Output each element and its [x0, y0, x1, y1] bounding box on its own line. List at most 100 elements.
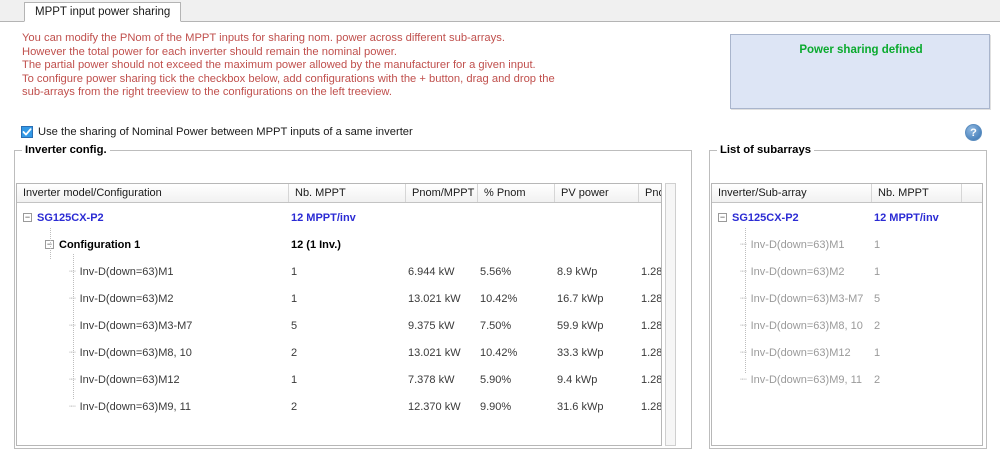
row-name-cell: ┈ Inv-D(down=63)M12 [69, 366, 329, 393]
row-nb_mppt-cell: 1 [874, 238, 881, 251]
inverter-config-scrollbar[interactable] [665, 183, 676, 446]
subarrays-header-row: Inverter/Sub-array Nb. MPPT [712, 184, 982, 203]
row-name-cell: − SG125CX-P2 [718, 204, 868, 231]
row-nb_mppt-cell: 1 [291, 292, 298, 305]
inverter-config-tree[interactable]: Inverter model/Configuration Nb. MPPT Pn… [16, 183, 662, 446]
column-header-inverter-subarray[interactable]: Inverter/Sub-array [712, 184, 872, 202]
row-pnom_mppt-cell: 6.944 kW [408, 265, 455, 278]
row-label: Configuration 1 [59, 238, 141, 251]
row-pnom_mppt-cell: 13.021 kW [408, 292, 461, 305]
column-header-pct-pnom[interactable]: % Pnom [478, 184, 555, 202]
table-row[interactable]: ┈ Inv-D(down=63)M1 1 6.944 kW 5.56% 8.9 kWp 1.… [17, 258, 661, 285]
tree-branch-icon: ┈ [740, 374, 747, 386]
table-row[interactable]: ┈ Inv-D(down=63)M2 1 13.021 kW 10.42% 16.7 kW… [17, 285, 661, 312]
row-nb_mppt-cell: 1 [874, 265, 881, 278]
use-sharing-row[interactable]: Use the sharing of Nominal Power between… [21, 126, 413, 138]
row-pnom_mppt-cell: 7.378 kW [408, 373, 455, 386]
tree-branch-icon: ┈ [740, 266, 747, 278]
row-label: Inv-D(down=63)M3-M7 [79, 319, 193, 332]
collapse-node-icon[interactable]: − [718, 212, 727, 222]
column-header-nb-mppt[interactable]: Nb. MPPT [289, 184, 406, 202]
tree-branch-icon: ┈ [740, 320, 747, 332]
column-header-pnom-ratio[interactable]: Pnom ratio [639, 184, 661, 202]
row-label: Inv-D(down=63)M8, 10 [750, 319, 863, 332]
row-pnom_mppt-cell: 12.370 kW [408, 400, 461, 413]
description-text: You can modify the PNom of the MPPT inpu… [22, 32, 555, 99]
row-label: Inv-D(down=63)M12 [79, 373, 180, 386]
row-pct_pnom-cell: 9.90% [480, 400, 512, 413]
row-pnom_ratio-cell: 1.28 [641, 400, 662, 413]
row-pnom_mppt-cell: 13.021 kW [408, 346, 461, 359]
tree-guide-line [745, 228, 746, 373]
table-row[interactable]: ┈ Inv-D(down=63)M12 1 [712, 339, 982, 366]
row-name-cell: ┈ Inv-D(down=63)M2 [69, 285, 329, 312]
row-label: Inv-D(down=63)M2 [79, 292, 174, 305]
inverter-config-header-row: Inverter model/Configuration Nb. MPPT Pn… [17, 184, 661, 203]
row-name-cell: ┈ Inv-D(down=63)M3-M7 [740, 285, 890, 312]
table-row[interactable]: ┈ Inv-D(down=63)M3-M7 5 [712, 285, 982, 312]
tree-branch-icon: ┈ [740, 239, 747, 251]
table-row[interactable]: ┈ Inv-D(down=63)M1 1 [712, 231, 982, 258]
row-pv_power-cell: 31.6 kWp [557, 400, 604, 413]
row-nb_mppt-cell: 2 [291, 400, 298, 413]
row-nb_mppt-cell: 5 [874, 292, 881, 305]
row-pct_pnom-cell: 5.90% [480, 373, 512, 386]
row-pct_pnom-cell: 7.50% [480, 319, 512, 332]
tree-guide-line [73, 254, 74, 399]
row-label: Inv-D(down=63)M12 [750, 346, 851, 359]
row-name-cell: ┈ Inv-D(down=63)M3-M7 [69, 312, 329, 339]
row-nb_mppt-cell: 12 (1 Inv.) [291, 238, 341, 251]
row-name-cell: ┈ Inv-D(down=63)M8, 10 [69, 339, 329, 366]
table-row[interactable]: − SG125CX-P2 12 MPPT/inv [712, 204, 982, 231]
row-pv_power-cell: 59.9 kWp [557, 319, 604, 332]
use-sharing-checkbox[interactable] [21, 126, 33, 138]
row-nb_mppt-cell: 2 [874, 319, 881, 332]
row-pct_pnom-cell: 10.42% [480, 292, 518, 305]
row-pv_power-cell: 8.9 kWp [557, 265, 598, 278]
row-name-cell: ┈ Inv-D(down=63)M1 [69, 258, 329, 285]
table-row[interactable]: ┈ Inv-D(down=63)M12 1 7.378 kW 5.90% 9.4 kWp 1… [17, 366, 661, 393]
table-row[interactable]: −Configuration 1 12 (1 Inv.) [17, 231, 661, 258]
row-label: Inv-D(down=63)M3-M7 [750, 292, 864, 305]
column-header-pv-power[interactable]: PV power [555, 184, 639, 202]
tree-branch-icon: ┈ [69, 374, 76, 386]
row-nb_mppt-cell: 1 [874, 346, 881, 359]
use-sharing-label: Use the sharing of Nominal Power between… [38, 126, 413, 138]
row-nb_mppt-cell: 2 [874, 373, 881, 386]
tab-strip: MPPT input power sharing [0, 0, 1000, 22]
row-pct_pnom-cell: 10.42% [480, 346, 518, 359]
table-row[interactable]: ┈ Inv-D(down=63)M3-M7 5 9.375 kW 7.50% 59.9 k… [17, 312, 661, 339]
help-icon[interactable]: ? [965, 124, 982, 141]
tab-mppt-input-power-sharing[interactable]: MPPT input power sharing [24, 2, 182, 22]
row-label: Inv-D(down=63)M9, 11 [750, 373, 862, 386]
tree-branch-icon: ┈ [740, 293, 747, 305]
row-pnom_ratio-cell: 1.28 [641, 265, 662, 278]
status-box: Power sharing defined [730, 34, 990, 109]
check-icon [22, 128, 32, 136]
tree-branch-icon: ┈ [69, 401, 76, 413]
tree-branch-icon: ┈ [69, 266, 76, 278]
row-label: Inv-D(down=63)M2 [750, 265, 845, 278]
column-header-pnom-mppt[interactable]: Pnom/MPPT [406, 184, 478, 202]
row-nb_mppt-cell: 1 [291, 265, 298, 278]
tree-branch-icon: ┈ [740, 347, 747, 359]
subarrays-tree[interactable]: Inverter/Sub-array Nb. MPPT − SG125CX-P2 1… [711, 183, 983, 446]
collapse-node-icon[interactable]: − [23, 212, 32, 222]
row-name-cell: ┈ Inv-D(down=63)M2 [740, 258, 890, 285]
column-header-inverter-model[interactable]: Inverter model/Configuration [17, 184, 289, 202]
collapse-node-icon[interactable]: − [45, 240, 54, 249]
row-label: Inv-D(down=63)M1 [750, 238, 845, 251]
table-row[interactable]: ┈ Inv-D(down=63)M8, 10 2 [712, 312, 982, 339]
row-pv_power-cell: 16.7 kWp [557, 292, 604, 305]
table-row[interactable]: ┈ Inv-D(down=63)M8, 10 2 13.021 kW 10.42% 33.… [17, 339, 661, 366]
row-pnom_mppt-cell: 9.375 kW [408, 319, 455, 332]
table-row[interactable]: − SG125CX-P2 12 MPPT/inv [17, 204, 661, 231]
table-row[interactable]: ┈ Inv-D(down=63)M9, 11 2 [712, 366, 982, 393]
table-row[interactable]: ┈ Inv-D(down=63)M2 1 [712, 258, 982, 285]
column-header-nb-mppt[interactable]: Nb. MPPT [872, 184, 962, 202]
row-nb_mppt-cell: 12 MPPT/inv [874, 211, 939, 224]
page-body: You can modify the PNom of the MPPT inpu… [0, 22, 1000, 471]
tree-branch-icon: ┈ [69, 293, 76, 305]
table-row[interactable]: ┈ Inv-D(down=63)M9, 11 2 12.370 kW 9.90% 31.6… [17, 393, 661, 420]
row-label: Inv-D(down=63)M1 [79, 265, 174, 278]
